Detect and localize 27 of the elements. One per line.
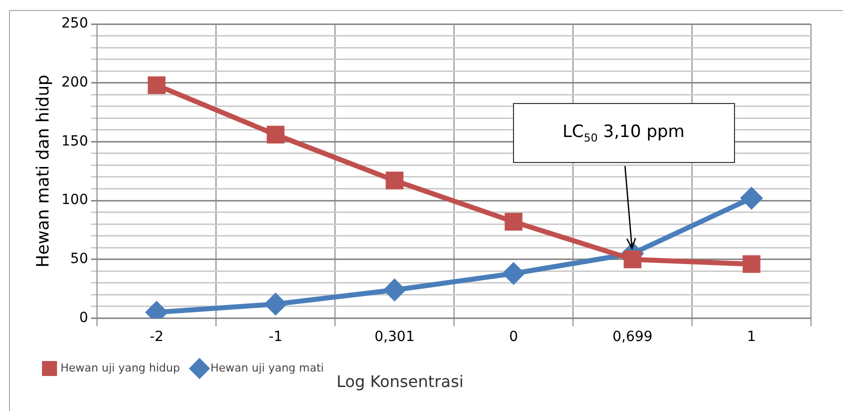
x-tick-label: -1	[268, 329, 283, 346]
x-axis-title: Log Konsentrasi	[336, 372, 464, 391]
point	[741, 188, 762, 209]
point	[265, 294, 286, 315]
y-tick-label: 250	[61, 16, 88, 32]
point	[148, 76, 166, 94]
y-tick-label: 100	[61, 192, 88, 208]
point	[503, 262, 524, 284]
legend-label: Hewan uji yang mati	[210, 361, 324, 374]
legend-label: Hewan uji yang hidup	[60, 361, 180, 374]
point	[266, 126, 284, 144]
point	[624, 250, 642, 268]
y-tick-label: 150	[61, 133, 88, 150]
x-tick-label: -2	[150, 329, 164, 346]
annotation: LC$_{50}$ 3,10 ppm	[562, 122, 685, 144]
point	[386, 172, 404, 190]
point	[384, 279, 406, 300]
x-tick-label: 0,301	[374, 329, 415, 346]
x-tick-label: 0,699	[612, 329, 653, 346]
y-axis-title: Hewan mati dan hidup	[34, 74, 54, 268]
y-tick-label: 200	[61, 74, 88, 90]
point	[504, 212, 522, 231]
point	[742, 255, 760, 273]
x-tick-label: 1	[747, 329, 756, 346]
y-tick-label: 50	[70, 251, 88, 267]
x-tick-label: 0	[509, 329, 518, 346]
y-tick-label: 0	[79, 310, 88, 326]
